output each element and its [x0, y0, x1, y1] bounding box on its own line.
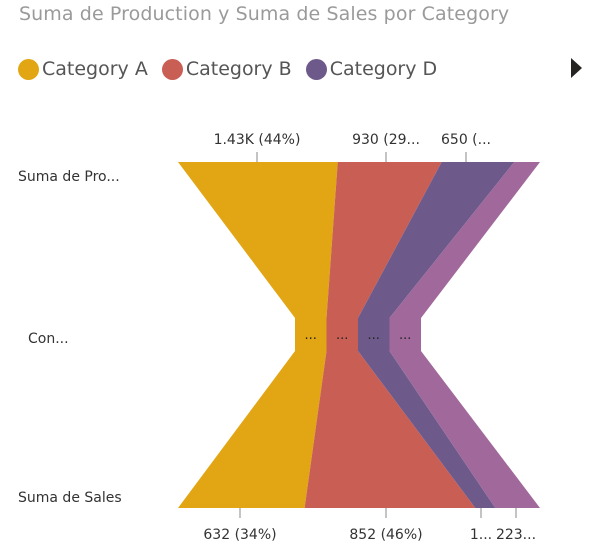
ribbon-band-top-other: [389, 162, 540, 318]
ribbon-band-bottom-category-d: [358, 351, 496, 508]
legend-item-category-b[interactable]: Category B: [161, 58, 292, 80]
data-label: 1...: [470, 527, 492, 543]
middle-bar-category-b: [326, 318, 358, 351]
middle-bar-other: [389, 318, 421, 351]
legend-swatch-category-b: [161, 58, 183, 80]
ribbon-band-top-category-b: [326, 162, 442, 318]
legend-label: Category B: [185, 58, 292, 80]
legend-label: Category A: [42, 58, 148, 80]
legend-label: Category D: [329, 58, 438, 80]
ribbon-band-bottom-category-a: [178, 351, 327, 508]
legend: Category A Category B Category D: [18, 56, 451, 82]
chart-title: Suma de Production y Suma de Sales por C…: [19, 3, 510, 25]
legend-swatch-category-a: [18, 58, 39, 80]
data-label: 632 (34%): [203, 527, 276, 543]
data-label: ...: [399, 328, 411, 343]
category-label: Con...: [28, 331, 69, 347]
ribbon-band-bottom-other: [389, 351, 540, 508]
ribbon-band-top-category-d: [358, 162, 515, 318]
legend-item-category-d[interactable]: Category D: [305, 58, 438, 80]
data-label: 930 (29...: [352, 132, 420, 148]
legend-next-arrow-icon[interactable]: [571, 58, 582, 78]
category-label: Suma de Pro...: [18, 169, 120, 185]
data-label: 223...: [496, 527, 536, 543]
data-label: 1.43K (44%): [214, 132, 301, 148]
legend-swatch-category-d: [305, 58, 327, 80]
data-label: 650 (...: [441, 132, 491, 148]
data-label: 852 (46%): [349, 527, 422, 543]
middle-bar-category-a: [295, 318, 327, 351]
legend-item-category-a[interactable]: Category A: [18, 58, 148, 80]
data-label: ...: [305, 328, 317, 343]
data-label: ...: [336, 328, 348, 343]
data-label: ...: [368, 328, 380, 343]
middle-bar-category-d: [358, 318, 390, 351]
category-label: Suma de Sales: [18, 490, 122, 506]
ribbon-band-bottom-category-b: [304, 351, 476, 508]
ribbon-band-top-category-a: [178, 162, 338, 318]
